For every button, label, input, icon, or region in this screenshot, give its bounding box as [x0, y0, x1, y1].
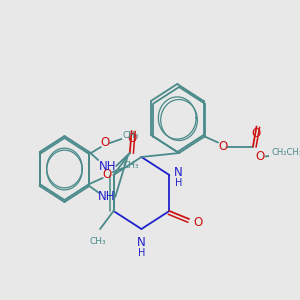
Text: O: O — [256, 150, 265, 163]
Text: H: H — [175, 178, 182, 188]
Text: CH₃: CH₃ — [89, 236, 106, 245]
Text: N: N — [174, 166, 183, 178]
Text: O: O — [127, 133, 136, 146]
Text: O: O — [101, 136, 110, 149]
Text: H: H — [138, 248, 145, 258]
Text: O: O — [251, 127, 260, 140]
Text: NH: NH — [98, 160, 116, 172]
Text: CH₂CH₃: CH₂CH₃ — [272, 148, 300, 157]
Text: N: N — [137, 236, 146, 250]
Text: O: O — [194, 217, 202, 230]
Text: O: O — [218, 140, 227, 153]
Text: O: O — [103, 167, 112, 181]
Text: CH₃: CH₃ — [122, 131, 139, 140]
Text: NH: NH — [98, 190, 115, 203]
Text: CH₃: CH₃ — [122, 161, 139, 170]
